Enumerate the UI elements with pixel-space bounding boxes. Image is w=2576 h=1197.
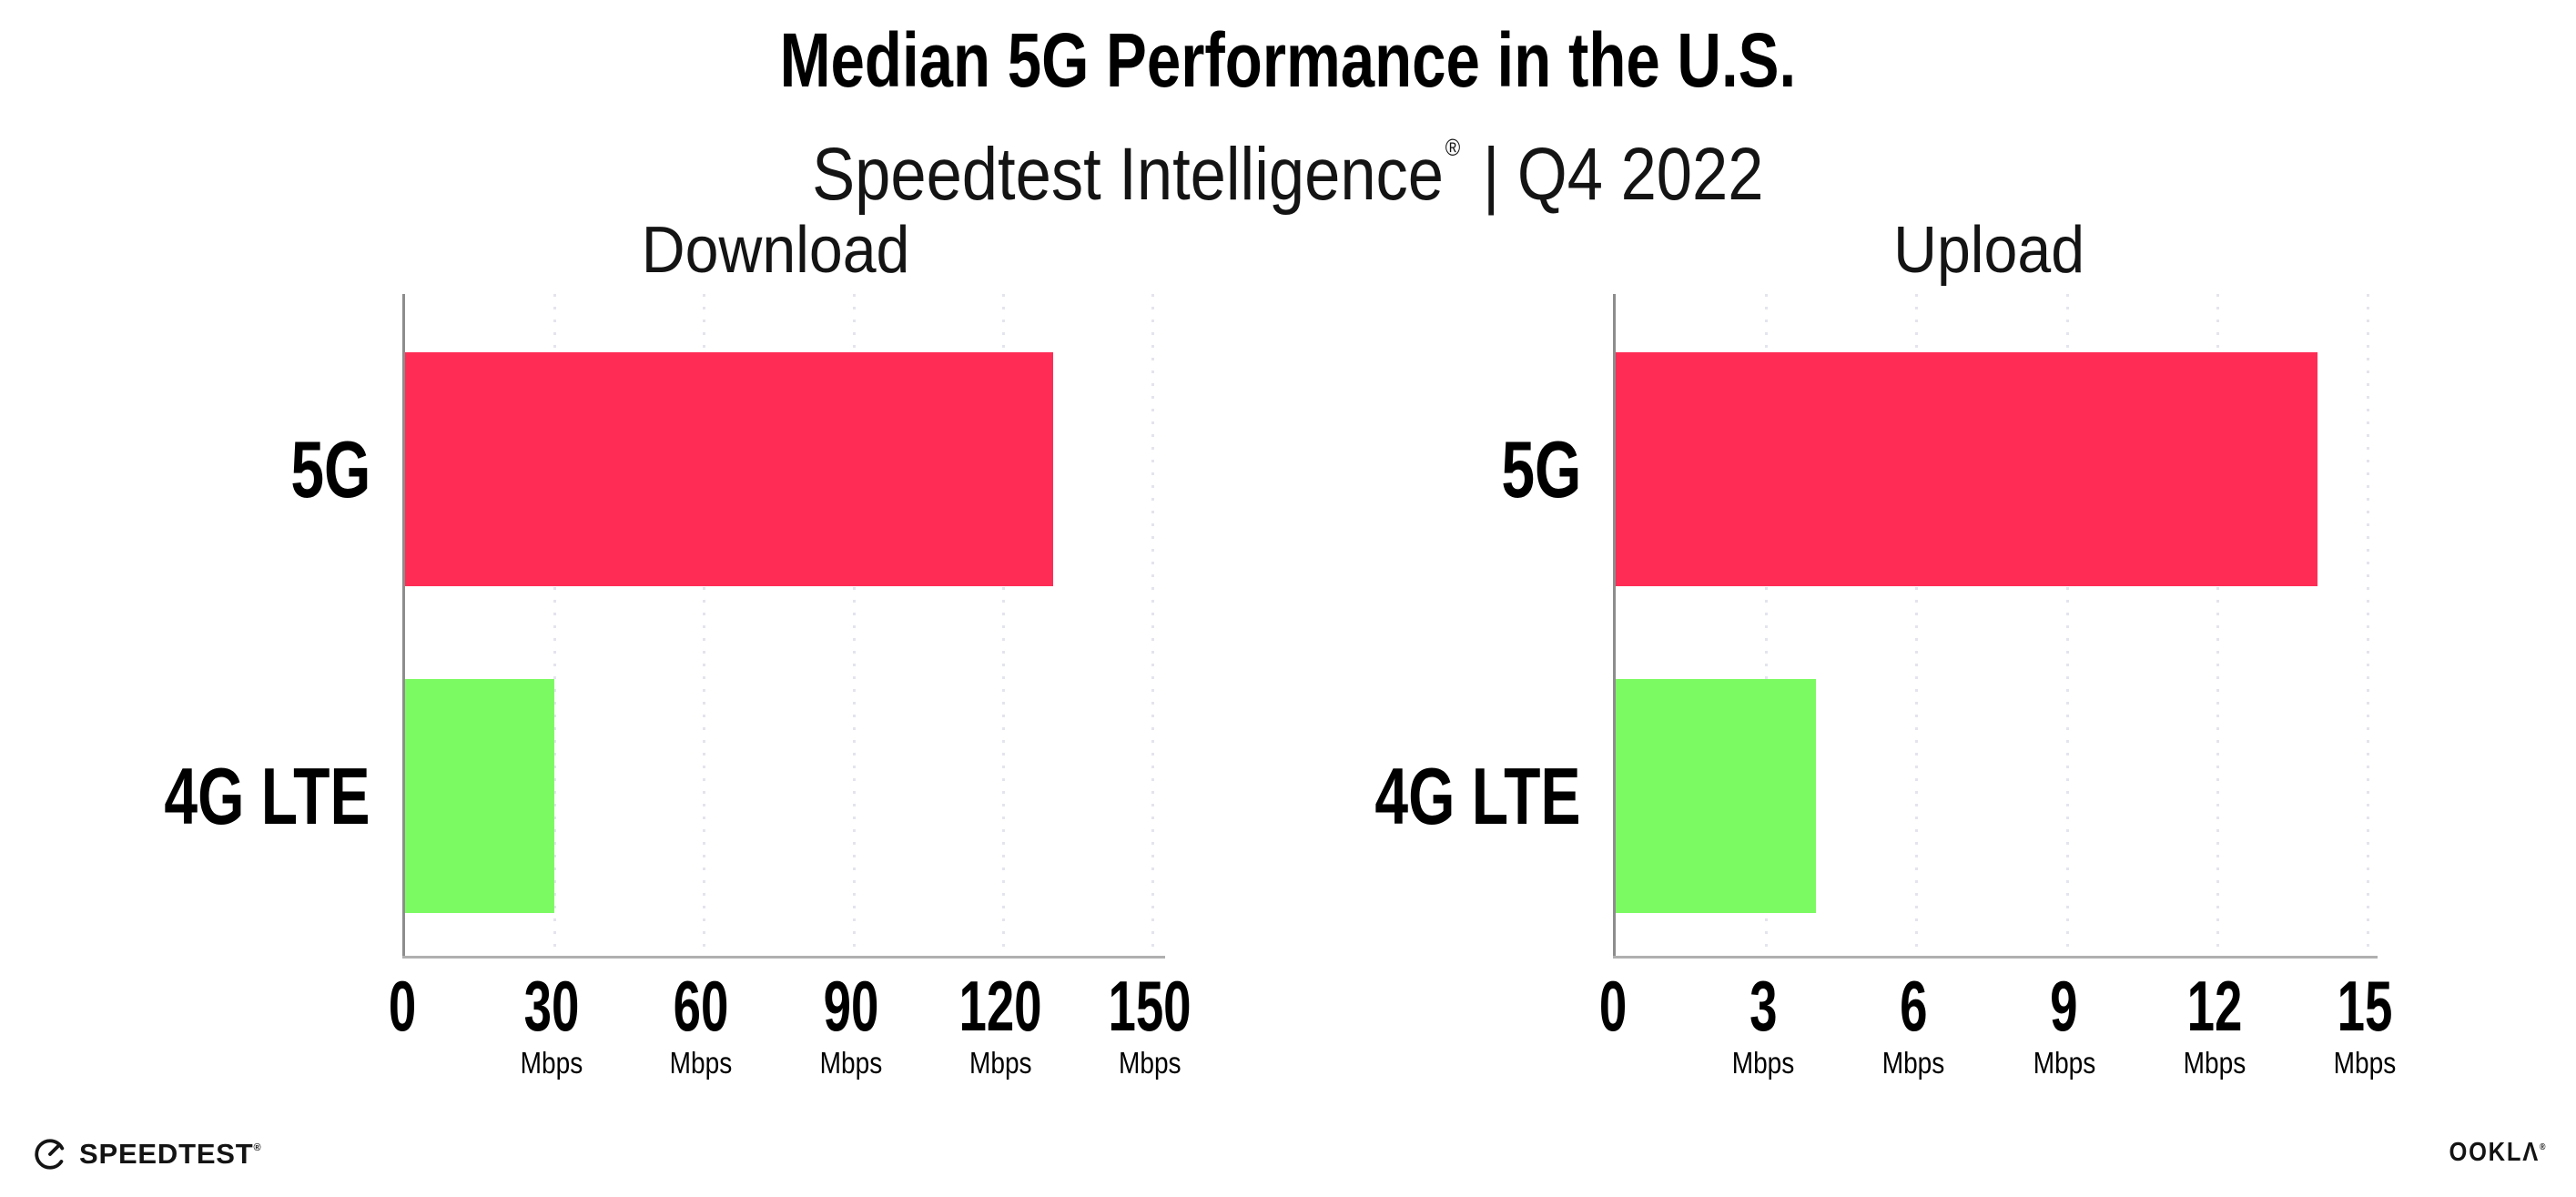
x-tick-label: 12 xyxy=(2186,966,2243,1046)
x-tick-label: 150 xyxy=(1108,966,1192,1046)
speedtest-gauge-icon xyxy=(35,1139,66,1170)
x-tick: 9 Mbps xyxy=(2027,966,2101,1080)
gridline xyxy=(2065,294,2069,956)
download-chart-title: Download xyxy=(642,214,910,287)
subtitle-brand: Speedtest Intelligence xyxy=(812,133,1445,216)
x-tick: 3 Mbps xyxy=(1727,966,1800,1080)
x-tick-label: 90 xyxy=(823,966,878,1046)
x-tick-label: 0 xyxy=(388,966,417,1046)
upload-x-axis-line xyxy=(1613,956,2378,959)
x-tick: 0 xyxy=(382,966,421,1046)
ookla-logo: OOKLΛ® xyxy=(2436,1138,2545,1168)
x-tick: 6 Mbps xyxy=(1877,966,1951,1080)
gridline xyxy=(2216,294,2219,956)
x-tick-unit: Mbps xyxy=(969,1046,1032,1080)
bar-5g xyxy=(405,352,1053,586)
speedtest-logo: SPEEDTEST® xyxy=(33,1136,261,1172)
x-tick-label: 120 xyxy=(958,966,1042,1046)
page-subtitle: Speedtest Intelligence® | Q4 2022 xyxy=(0,102,2576,220)
gridline xyxy=(2367,294,2369,956)
x-tick: 120 Mbps xyxy=(941,966,1060,1080)
x-tick-unit: Mbps xyxy=(2333,1046,2397,1080)
speedtest-registered-mark: ® xyxy=(253,1142,262,1153)
x-tick: 15 Mbps xyxy=(2326,966,2405,1080)
ookla-registered-mark: ® xyxy=(2539,1142,2545,1152)
x-tick-unit: Mbps xyxy=(670,1046,733,1080)
bar-5g xyxy=(1616,352,2317,586)
gridline xyxy=(1001,294,1005,956)
registered-mark: ® xyxy=(1445,134,1461,161)
x-tick-unit: Mbps xyxy=(819,1046,882,1080)
x-tick: 90 Mbps xyxy=(811,966,890,1080)
x-tick: 0 xyxy=(1593,966,1632,1046)
category-label-5g: 5G xyxy=(1500,423,1581,514)
x-tick-unit: Mbps xyxy=(2033,1046,2095,1080)
x-tick-label: 0 xyxy=(1598,966,1628,1046)
download-x-axis-line xyxy=(402,956,1165,959)
gridline xyxy=(852,294,856,956)
bar-4g-lte xyxy=(1616,679,1817,913)
category-label-4g-lte: 4G LTE xyxy=(1374,750,1581,841)
speedtest-wordmark: SPEEDTEST® xyxy=(79,1138,262,1170)
ookla-wordmark: OOKLΛ xyxy=(2448,1138,2540,1167)
gridline xyxy=(703,294,706,956)
page-title: Median 5G Performance in the U.S. xyxy=(779,17,1797,103)
x-tick-unit: Mbps xyxy=(520,1046,583,1080)
x-tick-unit: Mbps xyxy=(1118,1046,1182,1080)
subtitle-period: | Q4 2022 xyxy=(1483,133,1764,216)
gridline xyxy=(1765,294,1769,956)
download-plot-area: 5G 4G LTE xyxy=(165,294,1154,956)
x-tick-unit: Mbps xyxy=(2183,1046,2246,1080)
upload-plot-area: 5G 4G LTE xyxy=(1375,294,2369,956)
bar-4g-lte xyxy=(405,679,555,913)
x-tick-label: 15 xyxy=(2337,966,2393,1046)
x-tick: 150 Mbps xyxy=(1090,966,1209,1080)
x-tick-label: 3 xyxy=(1749,966,1778,1046)
x-tick: 12 Mbps xyxy=(2175,966,2254,1080)
x-tick: 30 Mbps xyxy=(512,966,592,1080)
x-tick: 60 Mbps xyxy=(662,966,741,1080)
x-tick-unit: Mbps xyxy=(1882,1046,1945,1080)
x-tick-unit: Mbps xyxy=(1731,1046,1795,1080)
x-tick-label: 9 xyxy=(2050,966,2078,1046)
gridline xyxy=(1151,294,1154,956)
x-tick-label: 30 xyxy=(523,966,580,1046)
category-label-4g-lte: 4G LTE xyxy=(164,750,370,841)
gridline xyxy=(1915,294,1919,956)
x-tick-label: 6 xyxy=(1900,966,1928,1046)
category-label-5g: 5G xyxy=(289,423,370,514)
x-tick-label: 60 xyxy=(674,966,729,1046)
upload-chart-title: Upload xyxy=(1893,214,2084,287)
gridline xyxy=(553,294,557,956)
